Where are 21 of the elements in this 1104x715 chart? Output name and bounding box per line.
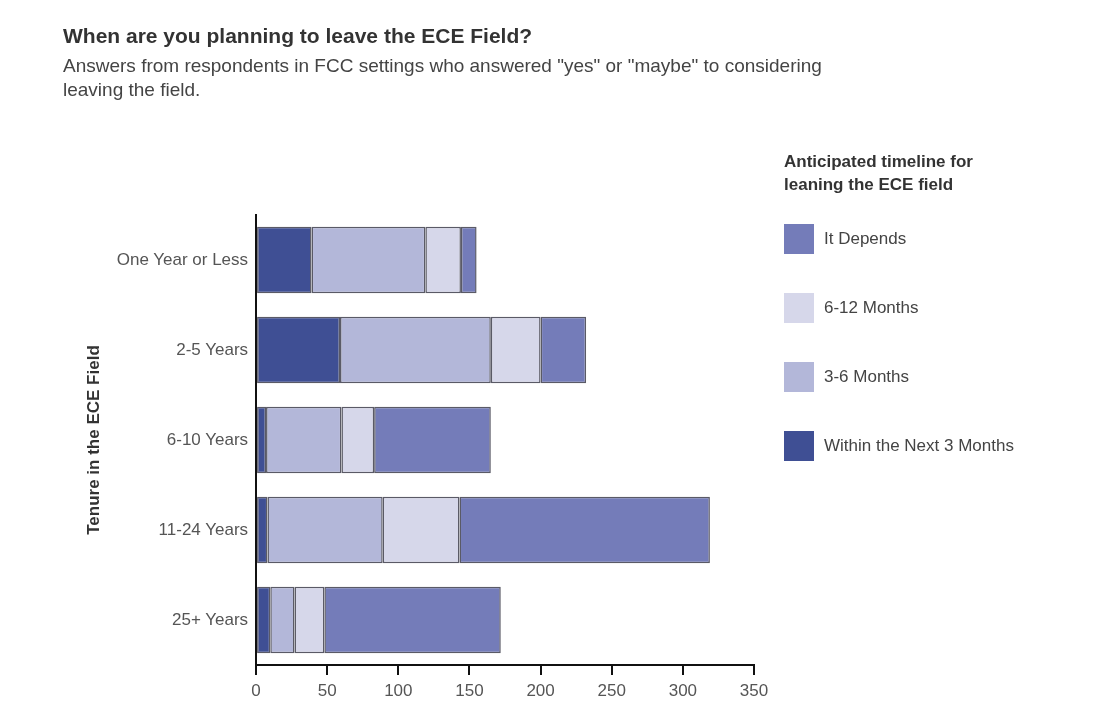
y-tick-label: 11-24 Years [158,519,249,539]
legend-title: Anticipated timeline for leaning the ECE field [784,151,974,196]
y-tick-label: 25+ Years [171,609,249,629]
x-tick-label: 0 [251,680,261,700]
x-tick-label: 50 [317,680,337,700]
y-tick-label: 2-5 Years [176,339,249,359]
y-tick-label: One Year or Less [116,249,249,269]
legend-label: It Depends [824,229,907,249]
x-tick-label: 200 [526,680,555,700]
chart-subtitle: Answers from respondents in FCC settings who answered "yes" or "maybe" to considering leaving the field. [63,54,823,102]
x-tick-label: 150 [455,680,484,700]
x-tick-label: 100 [384,680,413,700]
y-tick-label: 6-10 Years [166,429,249,449]
x-tick-label: 300 [668,680,698,700]
x-tick-label: 350 [739,680,769,700]
y-axis-title: Tenure in the ECE Field [83,345,103,535]
legend-label: 6-12 Months [824,298,919,318]
legend-label: Within the Next 3 Months [824,436,1014,456]
x-tick-label: 250 [597,680,626,700]
legend-label: 3-6 Months [824,367,910,387]
chart-title: When are you planning to leave the ECE Field? [63,24,534,48]
